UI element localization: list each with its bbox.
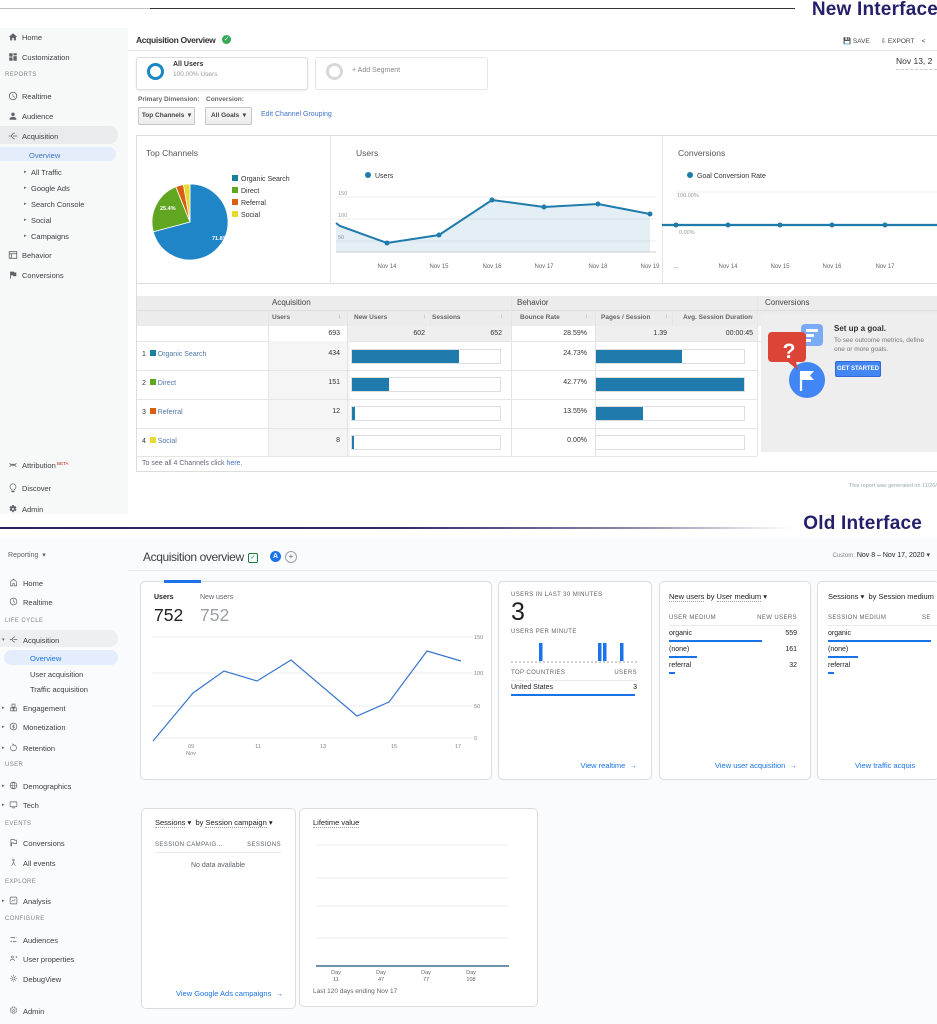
svg-text:Referral: Referral <box>241 200 266 207</box>
svg-text:Social: Social <box>241 212 261 219</box>
svg-text:Direct: Direct <box>241 188 259 195</box>
svg-text:77: 77 <box>423 977 429 983</box>
svg-text:71.8%: 71.8% <box>212 236 228 242</box>
svg-text:Nov 15: Nov 15 <box>770 264 790 270</box>
svg-text:11: 11 <box>333 977 339 983</box>
svg-text:50: 50 <box>474 704 480 710</box>
svg-text:0: 0 <box>474 736 477 742</box>
svg-text:Day: Day <box>421 970 431 976</box>
svg-text:Day: Day <box>466 970 476 976</box>
svg-text:100: 100 <box>474 671 483 677</box>
svg-text:Organic Search: Organic Search <box>241 176 290 183</box>
svg-text:Nov: Nov <box>186 751 196 757</box>
svg-text:100: 100 <box>338 213 347 219</box>
svg-text:25.4%: 25.4% <box>160 206 176 212</box>
svg-text:47: 47 <box>378 977 384 983</box>
svg-text:Nov 15: Nov 15 <box>429 264 449 270</box>
svg-text:?: ? <box>783 340 796 363</box>
svg-text:Day: Day <box>376 970 386 976</box>
svg-text:Nov 14: Nov 14 <box>718 264 738 270</box>
svg-text:13: 13 <box>320 744 326 750</box>
svg-text:100.00%: 100.00% <box>677 193 699 199</box>
svg-text:...: ... <box>673 264 678 270</box>
svg-text:150: 150 <box>474 635 483 641</box>
svg-text:11: 11 <box>255 744 261 750</box>
svg-text:Day: Day <box>331 970 341 976</box>
svg-text:108: 108 <box>466 977 475 983</box>
svg-text:Nov 16: Nov 16 <box>482 264 502 270</box>
svg-text:Nov 18: Nov 18 <box>588 264 608 270</box>
svg-text:Nov 17: Nov 17 <box>534 264 554 270</box>
svg-text:Nov 19: Nov 19 <box>640 264 660 270</box>
svg-text:15: 15 <box>391 744 397 750</box>
svg-text:150: 150 <box>338 191 347 197</box>
svg-text:Users: Users <box>375 173 394 180</box>
svg-text:Goal Conversion Rate: Goal Conversion Rate <box>697 173 766 180</box>
svg-text:Nov 14: Nov 14 <box>377 264 397 270</box>
svg-text:0.00%: 0.00% <box>679 230 695 236</box>
svg-text:17: 17 <box>455 744 461 750</box>
svg-text:Nov 16: Nov 16 <box>822 264 842 270</box>
svg-text:Nov 17: Nov 17 <box>875 264 895 270</box>
svg-text:09: 09 <box>188 744 194 750</box>
svg-text:50: 50 <box>338 235 344 241</box>
